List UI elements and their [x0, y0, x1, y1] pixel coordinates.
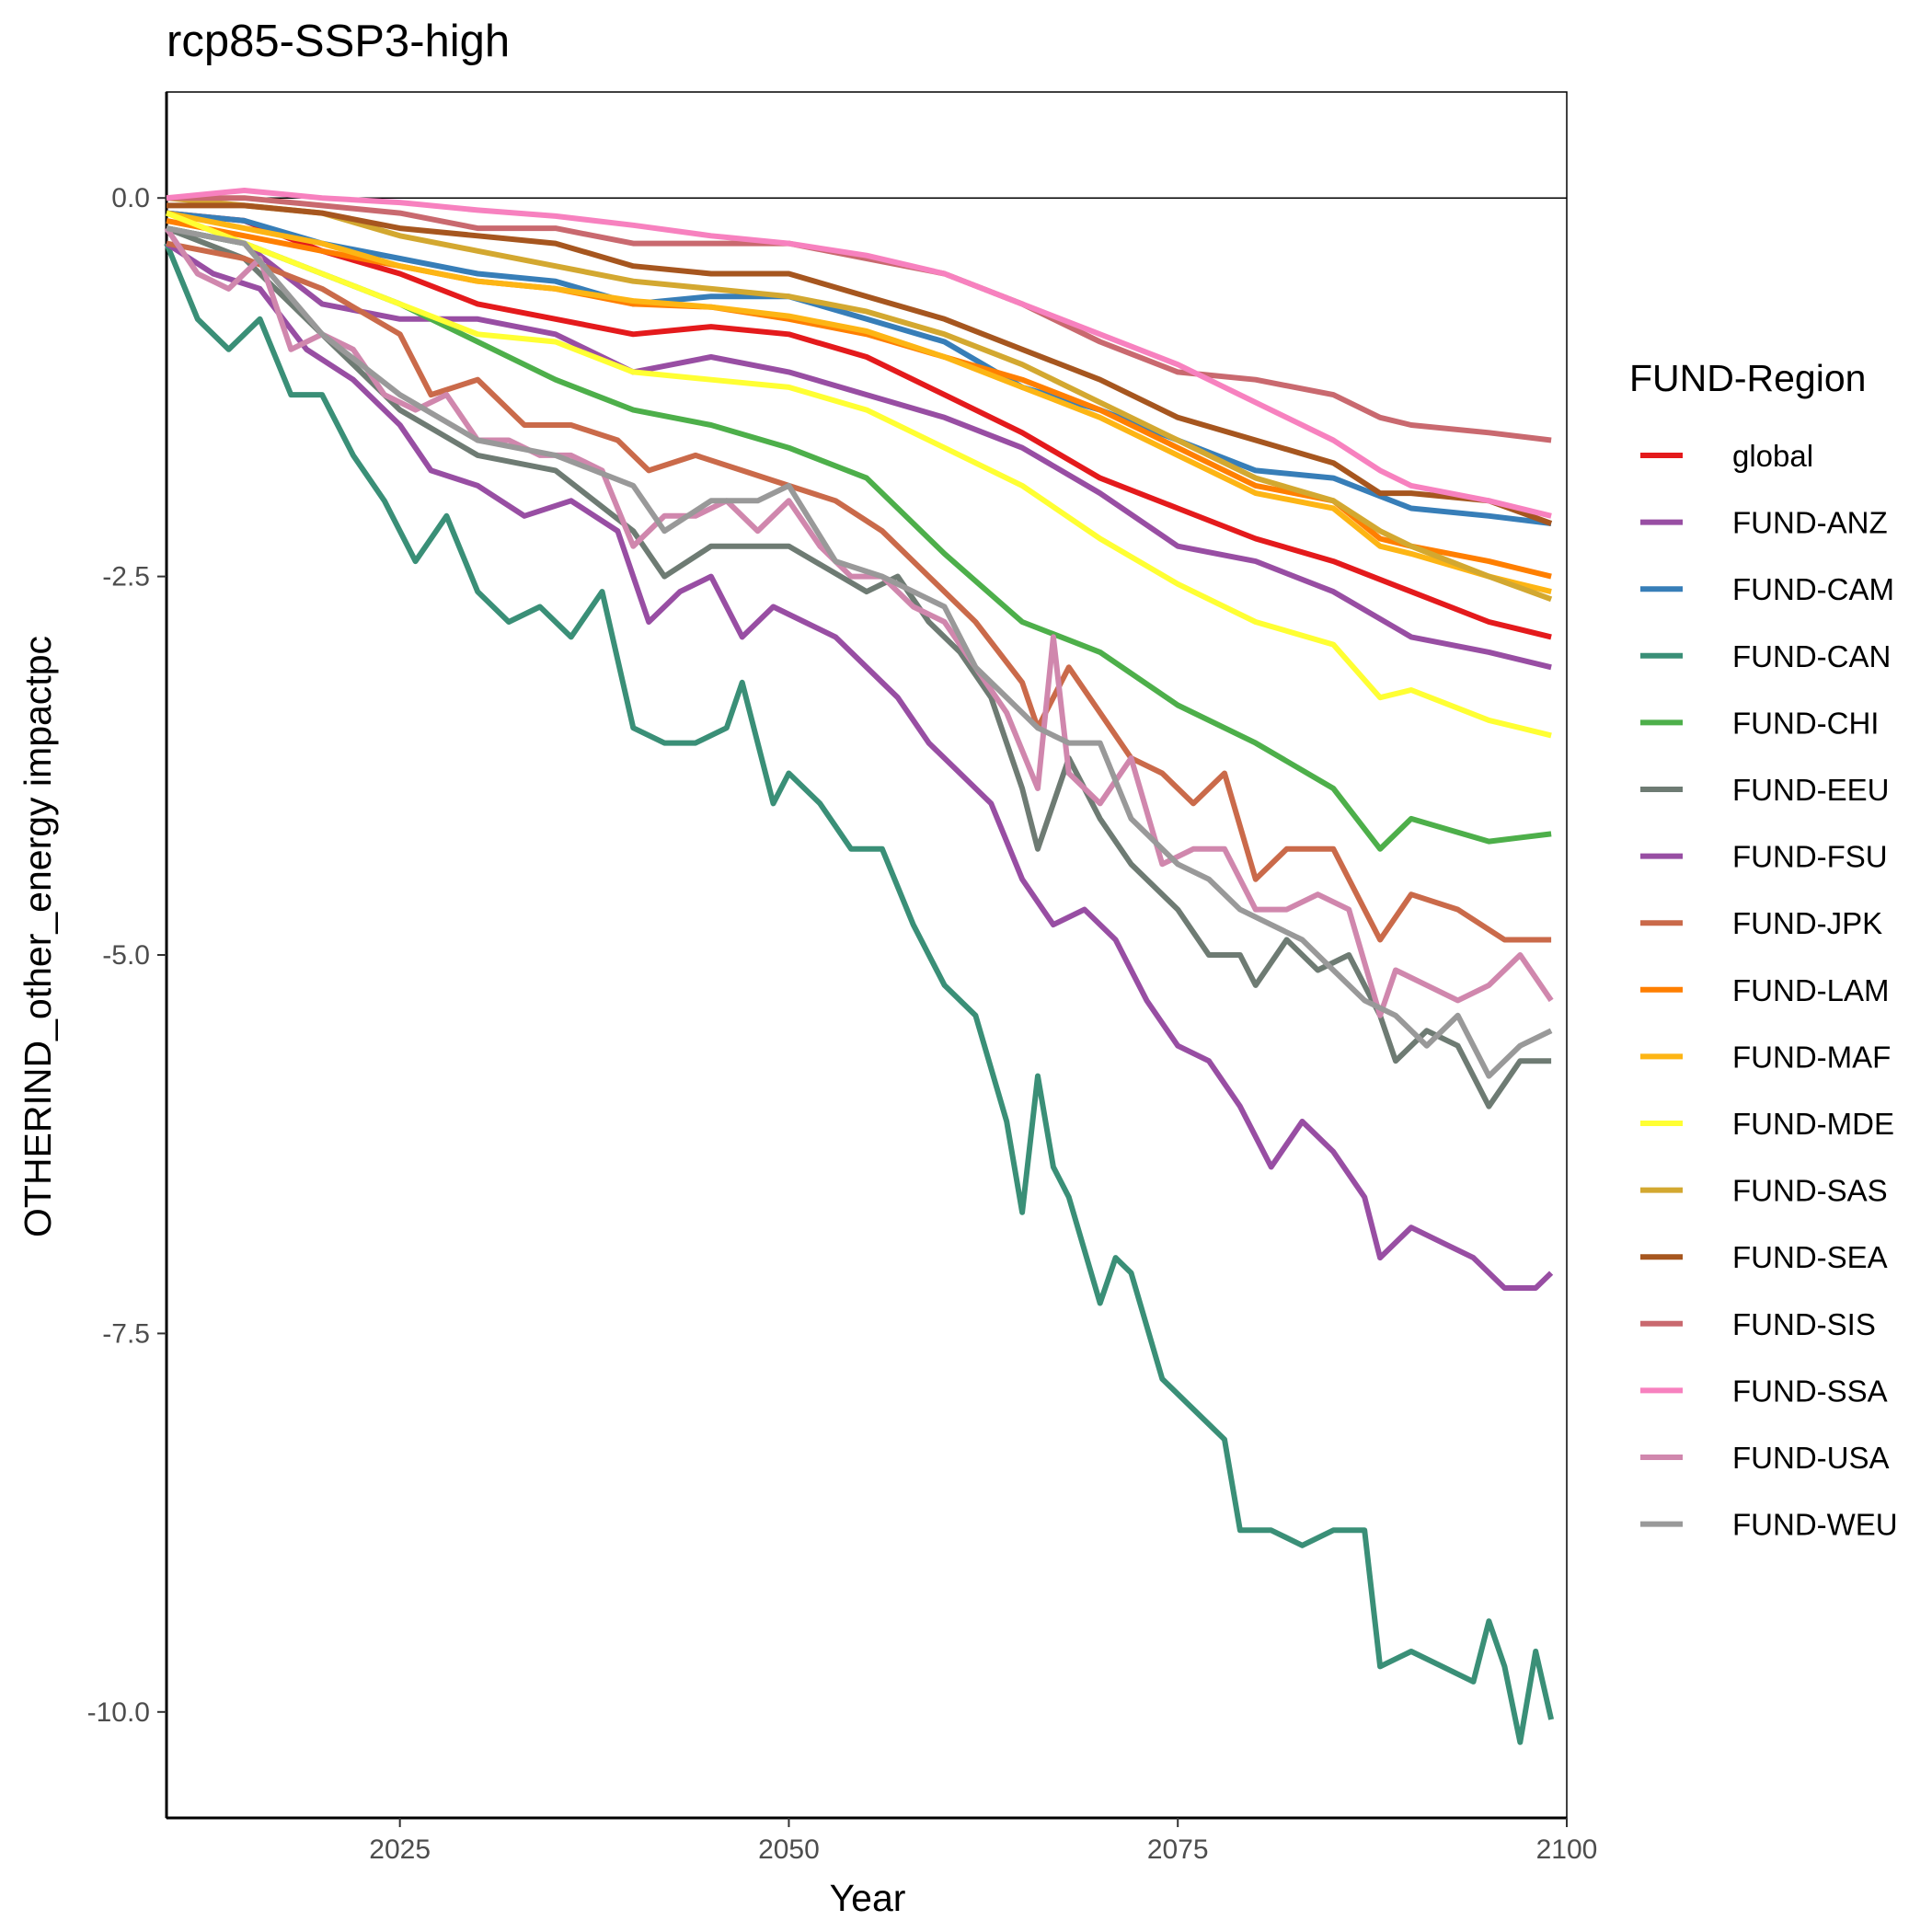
legend: global FUND-ANZ FUND-CAM FUND-CAN FUND-CHI FU…: [1640, 439, 1898, 1542]
legend-label: FUND-JPK: [1732, 906, 1882, 940]
y-tick-label: -7.5: [102, 1318, 150, 1349]
plot-area: [164, 91, 1568, 1820]
legend-label: FUND-CAM: [1732, 572, 1894, 606]
series-line-fund-mde: [165, 210, 1552, 739]
legend-label: FUND-CHI: [1732, 706, 1879, 740]
y-tick-label: -10.0: [87, 1697, 150, 1728]
series-line-fund-cam: [166, 210, 1552, 526]
legend-label: FUND-MDE: [1732, 1107, 1894, 1141]
legend-label: FUND-MAF: [1732, 1040, 1891, 1074]
series-line-fund-jpk: [166, 240, 1552, 943]
legend-label: FUND-SEA: [1732, 1240, 1888, 1274]
x-axis-title: Year: [830, 1877, 906, 1919]
legend-label: FUND-SAS: [1732, 1174, 1888, 1208]
legend-label: FUND-SSA: [1732, 1374, 1888, 1408]
legend-title: FUND-Region: [1629, 357, 1866, 399]
x-tick-label: 2050: [758, 1834, 820, 1865]
plot-panel-border: [166, 91, 1568, 1819]
y-axis: 0.0 -2.5 -5.0 -7.5 -10.0: [87, 183, 167, 1728]
series-line-fund-weu: [166, 225, 1553, 1079]
legend-label: FUND-SIS: [1732, 1307, 1876, 1341]
legend-label: global: [1732, 439, 1813, 473]
series-line-fund-usa: [164, 226, 1554, 1018]
y-tick-label: 0.0: [111, 183, 150, 213]
legend-label: FUND-EEU: [1732, 773, 1890, 807]
series-line-fund-sea: [167, 202, 1553, 526]
series-line-fund-maf: [166, 210, 1552, 595]
y-axis-title: OTHERIND_other_energy impactpc: [17, 636, 59, 1237]
legend-label: FUND-FSU: [1732, 840, 1888, 874]
series-line-fund-ssa: [166, 188, 1552, 519]
x-tick-label: 2025: [369, 1834, 431, 1865]
y-tick-label: -5.0: [102, 940, 150, 971]
legend-label: FUND-LAM: [1732, 973, 1890, 1007]
x-tick-label: 2075: [1147, 1834, 1209, 1865]
y-tick-label: -2.5: [102, 562, 150, 592]
x-tick-label: 2100: [1536, 1834, 1598, 1865]
series-line-global: [166, 210, 1552, 640]
legend-label: FUND-WEU: [1732, 1508, 1898, 1542]
x-axis: 2025 2050 2075 2100: [369, 1818, 1597, 1865]
chart-title: rcp85-SSP3-high: [167, 17, 510, 66]
series-line-fund-sas: [166, 195, 1553, 603]
series-line-fund-eeu: [165, 225, 1552, 1110]
legend-label: FUND-USA: [1732, 1441, 1890, 1475]
series-line-fund-can: [164, 242, 1555, 1745]
legend-label: FUND-ANZ: [1732, 506, 1888, 540]
series-line-fund-fsu: [165, 241, 1554, 1291]
series-line-fund-anz: [166, 225, 1552, 671]
legend-label: FUND-CAN: [1732, 639, 1891, 673]
